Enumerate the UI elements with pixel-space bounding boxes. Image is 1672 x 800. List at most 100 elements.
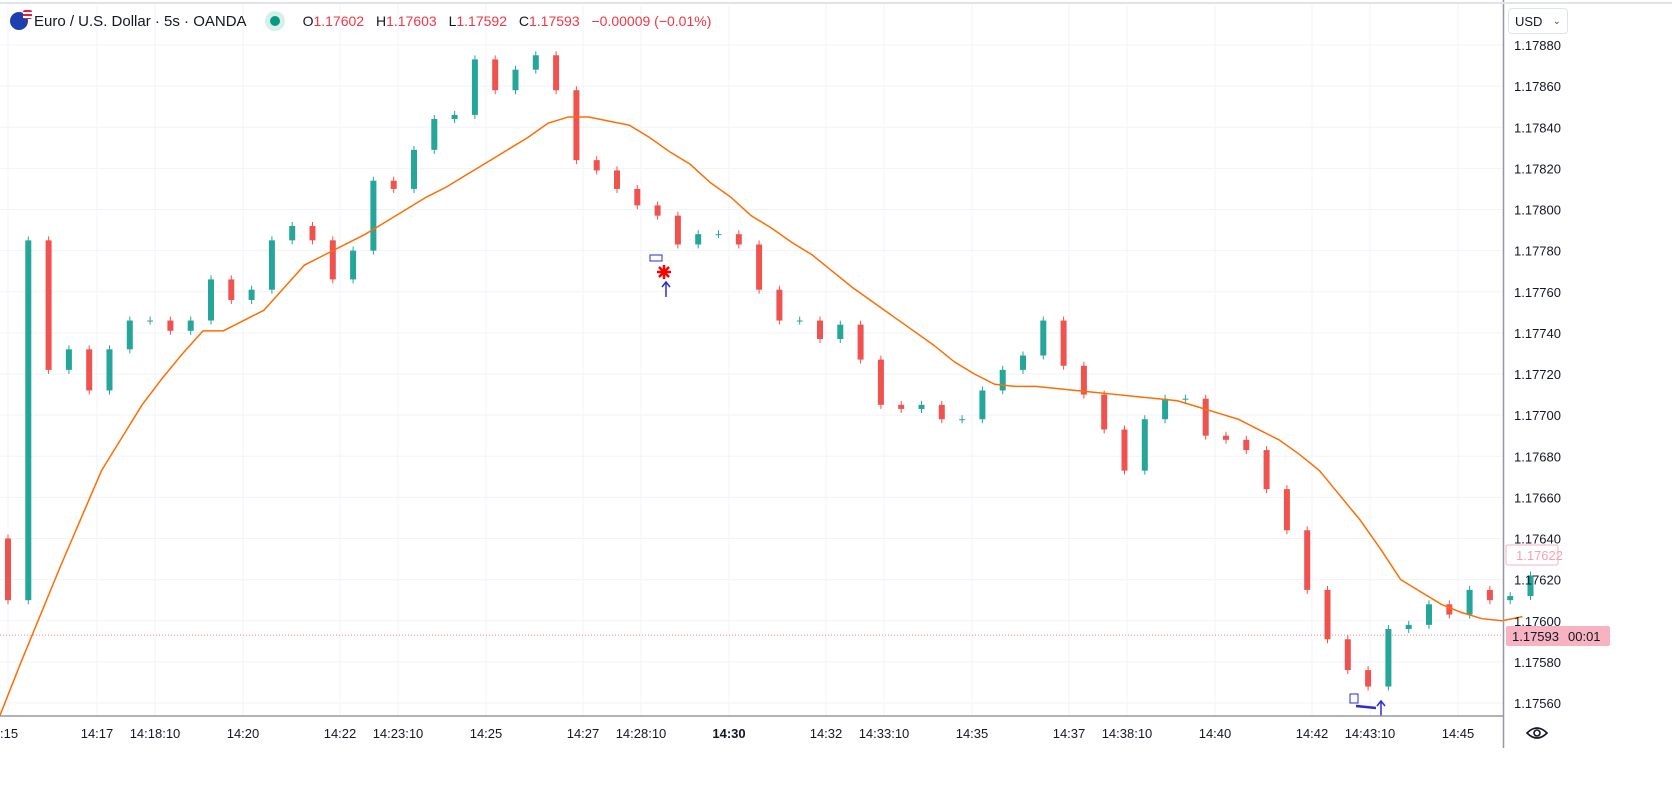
candle-body	[1365, 670, 1372, 687]
candle	[938, 400, 945, 424]
candle	[837, 320, 844, 344]
time-tick-label: 14:37	[1053, 726, 1086, 741]
candle	[106, 345, 113, 395]
candle-body	[553, 55, 560, 91]
candle-body	[1060, 320, 1067, 366]
candle-body	[147, 320, 154, 322]
candle-body	[45, 240, 52, 370]
arrow-up-icon	[661, 280, 671, 297]
candle	[147, 316, 154, 325]
close-label: C	[518, 13, 529, 29]
candle-body	[674, 215, 681, 245]
candle	[1507, 592, 1514, 605]
candle-body	[979, 390, 986, 420]
bar-countdown: 00:01	[1568, 629, 1601, 644]
price-tick-label: 1.17580	[1514, 655, 1561, 670]
candle-body	[1121, 429, 1128, 471]
market-status-icon[interactable]	[264, 11, 285, 31]
candle	[411, 145, 417, 193]
candle	[1405, 620, 1412, 633]
candle	[309, 221, 316, 245]
chart-legend: Euro / U.S. Dollar · 5s · OANDA O1.17602…	[10, 9, 719, 33]
candle-body	[735, 234, 742, 245]
price-tick-label: 1.17700	[1514, 408, 1561, 423]
candle	[796, 316, 803, 325]
candle	[877, 355, 884, 409]
price-tick-label: 1.17660	[1514, 490, 1561, 505]
price-tick-label: 1.17800	[1514, 203, 1561, 218]
candle-body	[65, 349, 72, 370]
candle	[1243, 435, 1250, 455]
candle-body	[532, 55, 539, 70]
candle	[1121, 425, 1128, 475]
candle	[1182, 394, 1189, 403]
open-value: 1.17602	[313, 13, 365, 29]
candle-body	[268, 240, 275, 290]
candle-body	[715, 234, 722, 236]
candle	[695, 230, 702, 249]
time-tick-label: :15	[0, 726, 18, 741]
price-tick-label: 1.17860	[1514, 79, 1561, 94]
candle	[593, 156, 600, 175]
symbol-title[interactable]: Euro / U.S. Dollar · 5s · OANDA	[34, 12, 247, 30]
candle-body	[817, 320, 823, 340]
price-axis[interactable]: 1.175601.175801.176001.176201.176401.176…	[1514, 38, 1561, 711]
candle-body	[309, 225, 316, 241]
candle-body	[471, 59, 478, 115]
last-price-label: 1.17593 00:01	[1506, 626, 1610, 646]
candle-body	[208, 279, 214, 321]
candle-body	[5, 538, 11, 601]
candle-body	[1324, 589, 1331, 640]
candle-body	[1426, 604, 1432, 625]
time-tick-label: 14:30	[712, 726, 745, 741]
candle	[979, 386, 986, 424]
time-tick-label: 14:40	[1199, 726, 1232, 741]
price-tick-label: 1.17720	[1514, 367, 1561, 382]
candle	[65, 345, 72, 374]
candle	[45, 236, 52, 374]
candle	[532, 51, 539, 74]
candle-body	[1283, 489, 1290, 531]
price-tick-label: 1.17640	[1514, 532, 1561, 547]
price-tick-label: 1.17880	[1514, 38, 1561, 53]
candle	[959, 415, 966, 424]
candle-body	[167, 320, 174, 331]
time-axis[interactable]: :15 14:17 14:18:10 14:20 14:22 14:23:10 14:25 1…	[0, 726, 1474, 741]
change-value: −0.00009 (−0.01%)	[591, 13, 712, 29]
candle-body	[1507, 596, 1514, 601]
candle	[228, 275, 235, 304]
price-tick-label: 1.17820	[1514, 161, 1561, 176]
candle	[492, 55, 499, 95]
candle-body	[918, 404, 925, 409]
candle-body	[959, 419, 966, 421]
candle-body	[1020, 355, 1026, 370]
candle	[268, 236, 275, 294]
low-label: L	[448, 13, 457, 29]
candle-body	[248, 289, 255, 300]
time-tick-label: 14:27	[567, 726, 600, 741]
candle-body	[634, 188, 641, 206]
candle-body	[411, 149, 417, 189]
candle-body	[573, 90, 580, 161]
time-tick-label: 14:17	[81, 726, 114, 741]
candle-body	[1141, 419, 1148, 471]
candle-body	[1101, 394, 1108, 430]
candle-body	[1202, 398, 1209, 436]
price-tick-label: 1.17680	[1514, 449, 1561, 464]
time-tick-label: 14:43:10	[1345, 726, 1396, 741]
candle	[918, 400, 925, 413]
eur-usd-flag-icon	[10, 10, 32, 30]
candle	[614, 166, 620, 193]
candle-body	[1243, 439, 1250, 451]
candle	[898, 400, 905, 413]
eye-icon[interactable]	[1525, 722, 1549, 744]
candle	[208, 275, 214, 325]
price-tick-label: 1.17760	[1514, 285, 1561, 300]
candle-body	[877, 359, 884, 405]
candle	[1223, 431, 1229, 444]
candle	[451, 110, 458, 124]
candle-body	[1405, 624, 1412, 629]
price-tick-label: 1.17560	[1514, 696, 1561, 711]
currency-button[interactable]: USD ⌄	[1508, 8, 1568, 34]
